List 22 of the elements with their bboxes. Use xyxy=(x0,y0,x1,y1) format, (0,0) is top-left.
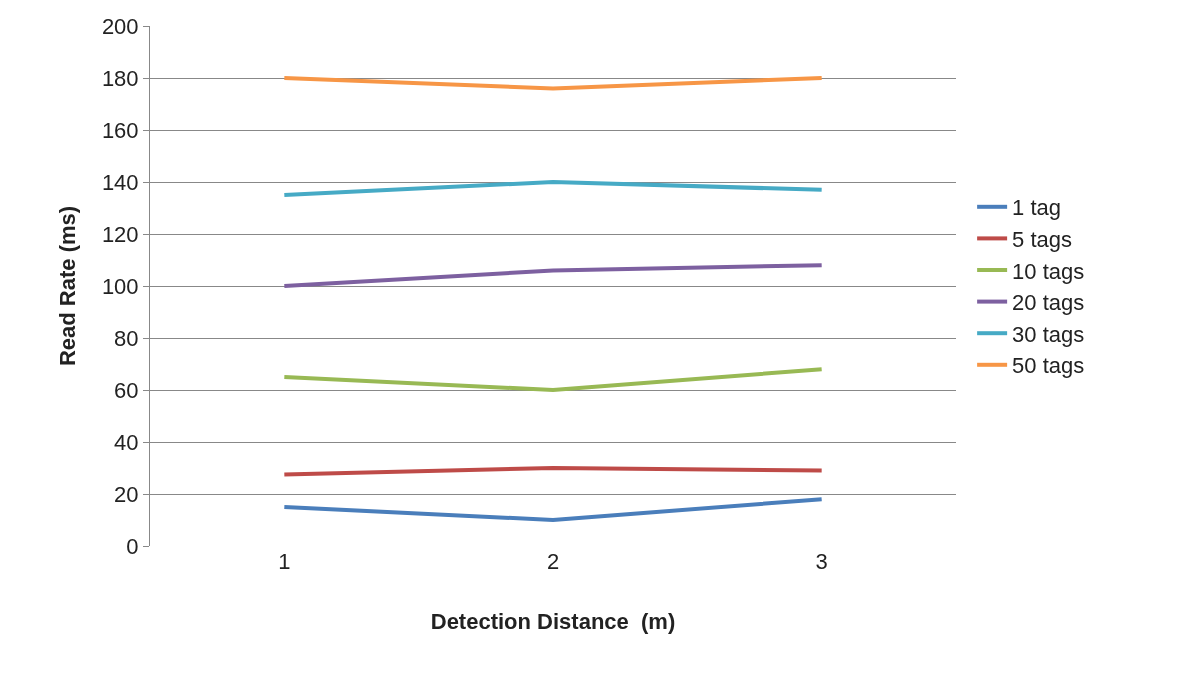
y-tick-label: 100 xyxy=(101,273,139,299)
y-tick-label: 160 xyxy=(101,117,139,143)
legend-label: 10 tags xyxy=(1012,258,1085,284)
legend-label: 1 tag xyxy=(1012,195,1062,221)
y-axis-title: Read Rate (ms) xyxy=(54,205,80,367)
y-tick-label: 200 xyxy=(101,13,139,39)
legend-label: 5 tags xyxy=(1012,226,1073,252)
y-tick-label: 140 xyxy=(101,169,139,195)
legend-label: 20 tags xyxy=(1012,290,1085,316)
y-tick-label: 0 xyxy=(126,533,139,559)
y-tick-label: 40 xyxy=(114,429,139,455)
y-tick-label: 180 xyxy=(101,65,139,91)
y-tick-label: 120 xyxy=(101,221,139,247)
y-tick-label: 20 xyxy=(114,481,139,507)
y-tick-label: 80 xyxy=(114,325,139,351)
x-tick-label: 3 xyxy=(815,549,828,574)
x-axis-title: Detection Distance (m) xyxy=(430,608,676,634)
legend-label: 50 tags xyxy=(1012,353,1085,379)
y-tick-label: 60 xyxy=(114,377,139,403)
x-tick-label: 1 xyxy=(278,549,291,574)
legend-label: 30 tags xyxy=(1012,321,1085,347)
x-tick-label: 2 xyxy=(546,549,560,574)
